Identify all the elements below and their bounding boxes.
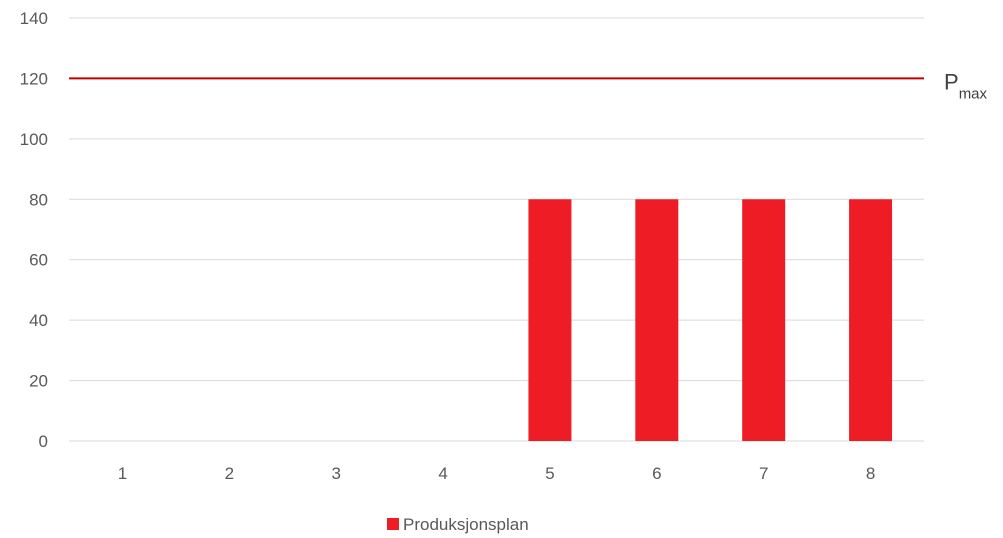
y-tick-label-140: 140 xyxy=(20,9,48,28)
x-tick-label-3: 3 xyxy=(331,464,340,483)
pmax-label-subscript: max xyxy=(959,85,988,102)
gridlines xyxy=(69,17,924,442)
x-tick-label-4: 4 xyxy=(438,464,447,483)
y-axis-ticks: 0 20 40 60 80 100 120 140 xyxy=(20,9,48,451)
bar-5 xyxy=(528,199,572,441)
y-tick-label-40: 40 xyxy=(29,311,48,330)
x-axis-ticks: 1 2 3 4 5 6 7 8 xyxy=(118,464,876,483)
legend-label: Produksjonsplan xyxy=(403,515,529,534)
y-tick-label-20: 20 xyxy=(29,372,48,391)
y-tick-label-100: 100 xyxy=(20,130,48,149)
legend: Produksjonsplan xyxy=(387,515,529,534)
bar-8 xyxy=(849,199,893,441)
bar-6 xyxy=(635,199,679,441)
pmax-label: Pmax xyxy=(944,69,988,102)
bar-7 xyxy=(742,199,786,441)
x-tick-label-2: 2 xyxy=(225,464,234,483)
x-tick-label-1: 1 xyxy=(118,464,127,483)
x-tick-label-6: 6 xyxy=(652,464,661,483)
y-tick-label-80: 80 xyxy=(29,190,48,209)
x-tick-label-8: 8 xyxy=(866,464,875,483)
y-tick-label-120: 120 xyxy=(20,69,48,88)
y-tick-label-60: 60 xyxy=(29,251,48,270)
y-tick-label-0: 0 xyxy=(39,432,48,451)
x-tick-label-5: 5 xyxy=(545,464,554,483)
pmax-reference: Pmax xyxy=(69,69,988,102)
legend-swatch xyxy=(387,518,399,530)
x-tick-label-7: 7 xyxy=(759,464,768,483)
bars xyxy=(528,199,893,441)
